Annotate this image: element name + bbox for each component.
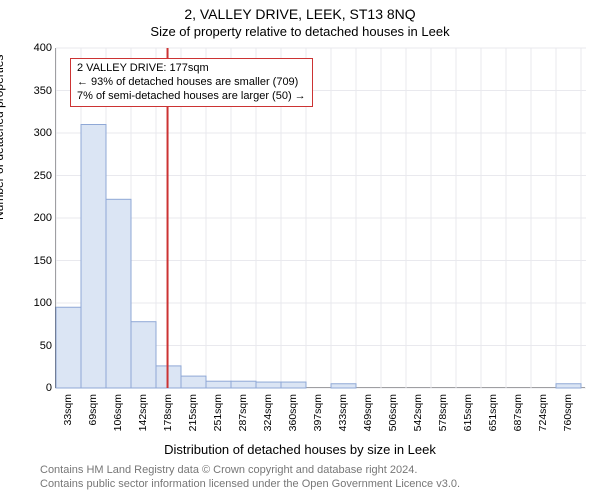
x-tick: 397sqm <box>312 394 324 431</box>
x-tick: 33sqm <box>62 394 74 426</box>
chart-title-2: Size of property relative to detached ho… <box>0 24 600 39</box>
chart-title-1: 2, VALLEY DRIVE, LEEK, ST13 8NQ <box>0 6 600 22</box>
y-tick: 0 <box>12 382 52 394</box>
histogram-bar <box>556 384 581 388</box>
histogram-bar <box>256 382 281 388</box>
y-tick: 400 <box>12 42 52 54</box>
info-line-larger: 7% of semi-detached houses are larger (5… <box>77 90 306 104</box>
histogram-bar <box>131 322 156 388</box>
x-tick: 251sqm <box>212 394 224 431</box>
x-tick: 506sqm <box>387 394 399 431</box>
histogram-bar <box>231 381 256 388</box>
x-tick: 324sqm <box>262 394 274 431</box>
x-tick: 215sqm <box>187 394 199 431</box>
x-tick: 578sqm <box>437 394 449 431</box>
y-tick: 200 <box>12 212 52 224</box>
histogram-bar <box>181 376 206 388</box>
x-tick: 142sqm <box>137 394 149 431</box>
y-tick: 300 <box>12 127 52 139</box>
x-tick: 760sqm <box>562 394 574 431</box>
x-tick: 178sqm <box>162 394 174 431</box>
histogram-bar <box>331 384 356 388</box>
x-axis-label: Distribution of detached houses by size … <box>0 442 600 457</box>
y-tick: 50 <box>12 340 52 352</box>
histogram-bar <box>81 125 106 389</box>
y-tick: 100 <box>12 297 52 309</box>
x-tick: 106sqm <box>112 394 124 431</box>
footer-line-2: Contains public sector information licen… <box>40 478 460 490</box>
x-tick: 724sqm <box>537 394 549 431</box>
info-line-property: 2 VALLEY DRIVE: 177sqm <box>77 62 306 76</box>
y-tick: 250 <box>12 170 52 182</box>
y-tick: 350 <box>12 85 52 97</box>
histogram-bar <box>56 307 81 388</box>
x-tick: 469sqm <box>362 394 374 431</box>
y-tick: 150 <box>12 255 52 267</box>
x-tick: 651sqm <box>487 394 499 431</box>
histogram-bar <box>281 382 306 388</box>
x-tick: 615sqm <box>462 394 474 431</box>
x-tick: 360sqm <box>287 394 299 431</box>
histogram-bar <box>206 381 231 388</box>
x-tick: 542sqm <box>412 394 424 431</box>
property-info-box: 2 VALLEY DRIVE: 177sqm ← 93% of detached… <box>70 58 313 107</box>
footer-line-1: Contains HM Land Registry data © Crown c… <box>40 464 417 476</box>
y-axis-label: Number of detached properties <box>0 55 6 220</box>
x-tick: 687sqm <box>512 394 524 431</box>
x-tick: 287sqm <box>237 394 249 431</box>
x-tick: 433sqm <box>337 394 349 431</box>
property-size-chart: 2, VALLEY DRIVE, LEEK, ST13 8NQ Size of … <box>0 0 600 500</box>
info-line-smaller: ← 93% of detached houses are smaller (70… <box>77 76 306 90</box>
histogram-bar <box>106 199 131 388</box>
x-tick: 69sqm <box>87 394 99 426</box>
